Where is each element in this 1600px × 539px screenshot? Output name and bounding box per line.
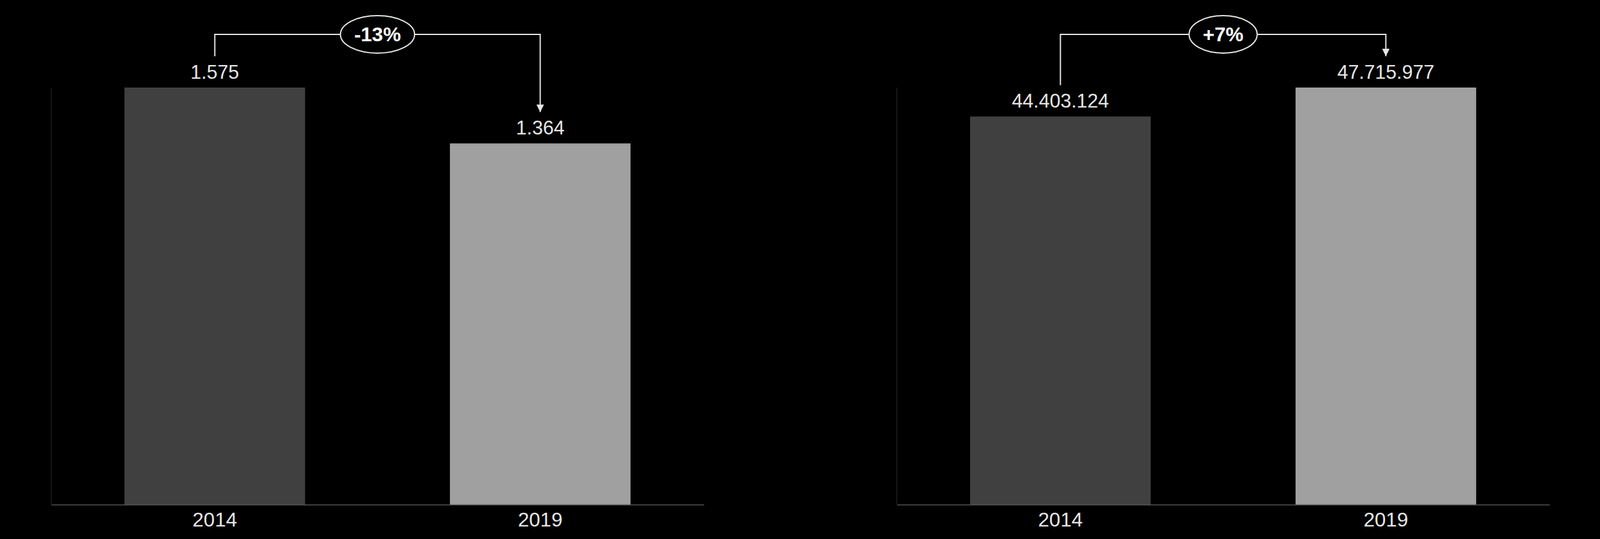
data-label: 47.715.977 bbox=[1337, 61, 1435, 84]
panel: 2014 2019 44.403.124 47.715.977 +7% bbox=[896, 15, 1550, 531]
bars bbox=[970, 87, 1477, 505]
x-axis: 2014 2019 bbox=[51, 505, 705, 531]
tick-label: 2019 bbox=[1363, 508, 1409, 531]
annotation-badge bbox=[1189, 15, 1258, 54]
bars bbox=[124, 87, 631, 505]
bar bbox=[124, 87, 305, 505]
bar bbox=[1295, 87, 1477, 505]
bar bbox=[450, 143, 631, 505]
tick-label: 2014 bbox=[1038, 508, 1083, 531]
y-axis-line bbox=[896, 87, 898, 505]
x-axis: 2014 2019 bbox=[897, 505, 1550, 531]
data-label: 1.575 bbox=[190, 61, 240, 84]
tick: 2014 bbox=[192, 508, 237, 531]
axis-line bbox=[897, 504, 1550, 506]
tick: 2019 bbox=[1363, 508, 1409, 531]
tick: 2019 bbox=[518, 508, 563, 531]
annotation-badge bbox=[340, 15, 415, 54]
axis-line bbox=[51, 504, 705, 506]
tick: 2014 bbox=[1038, 508, 1083, 531]
y-axis-line bbox=[51, 87, 52, 505]
annotation: +7% bbox=[1203, 23, 1244, 46]
tick-label: 2019 bbox=[518, 508, 563, 531]
tick-label: 2014 bbox=[192, 508, 237, 531]
data-label: 1.364 bbox=[516, 116, 565, 139]
data-label: 44.403.124 bbox=[1011, 90, 1109, 112]
annotation: -13% bbox=[354, 23, 402, 46]
chart-canvas: 2014 2019 1.575 1.364 -13% 2014 2019 44.403.124… bbox=[0, 0, 1600, 539]
bar bbox=[970, 116, 1151, 505]
panel: 2014 2019 1.575 1.364 -13% bbox=[51, 15, 705, 531]
